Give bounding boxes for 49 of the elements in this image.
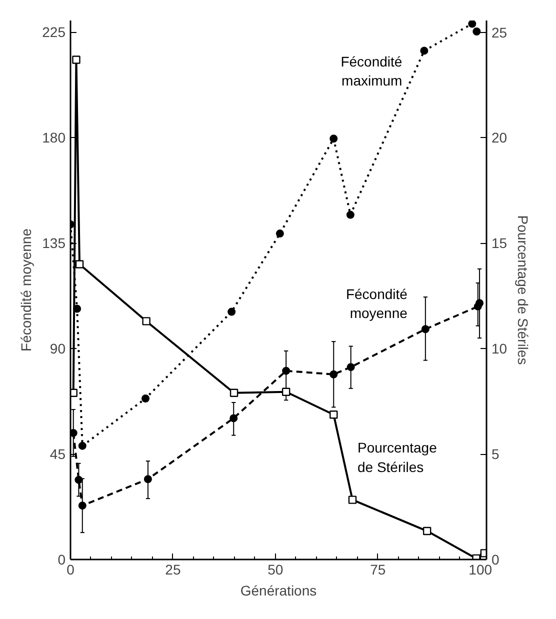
y2-axis-title: Pourcentage de Stériles <box>515 215 532 365</box>
point <box>282 388 290 396</box>
point <box>78 442 86 450</box>
y-tick-label: 225 <box>42 24 66 40</box>
point <box>276 230 284 238</box>
point <box>75 260 84 268</box>
point <box>142 394 150 402</box>
series-label: Fécondité moyenne <box>346 286 408 322</box>
x-tick-label: 100 <box>468 562 492 578</box>
point <box>230 414 238 422</box>
point <box>468 20 476 28</box>
point <box>422 526 432 536</box>
point <box>230 388 238 398</box>
point <box>282 366 290 375</box>
point <box>421 325 430 334</box>
x-tick-label: 50 <box>268 562 284 578</box>
x-tick-label: 25 <box>165 562 181 578</box>
y-axis-title: Fécondité moyenne <box>18 228 34 352</box>
point <box>330 370 338 378</box>
y-tick-label: 0 <box>58 552 66 568</box>
point <box>72 56 80 64</box>
y-tick-label: 135 <box>42 235 66 252</box>
point <box>348 496 357 504</box>
point <box>78 502 86 510</box>
point <box>74 476 83 484</box>
y-tick-label: 45 <box>50 446 66 462</box>
point <box>346 210 354 219</box>
y-tick-label: 90 <box>50 340 66 357</box>
y2-tick-label: 5 <box>492 446 500 462</box>
y-tick-label: 180 <box>42 130 66 146</box>
y2-tick-label: 10 <box>492 340 508 357</box>
point <box>472 28 481 36</box>
point <box>228 308 236 316</box>
point <box>70 428 78 437</box>
y2-tick-label: 0 <box>492 552 500 568</box>
point <box>142 317 150 326</box>
series-label: Pourcentage de Stériles <box>357 440 438 475</box>
y2-tick-label: 25 <box>492 24 508 40</box>
x-axis-title: Générations <box>240 582 317 598</box>
y2-tick-label: 15 <box>492 235 508 252</box>
point <box>330 410 338 419</box>
point <box>144 475 152 484</box>
series-label: Fécondité maximum <box>340 54 402 89</box>
y2-tick-label: 20 <box>492 130 508 146</box>
point <box>346 363 355 372</box>
point <box>420 46 428 55</box>
point <box>330 134 338 143</box>
x-tick-label: 75 <box>370 562 386 578</box>
point <box>476 299 484 308</box>
